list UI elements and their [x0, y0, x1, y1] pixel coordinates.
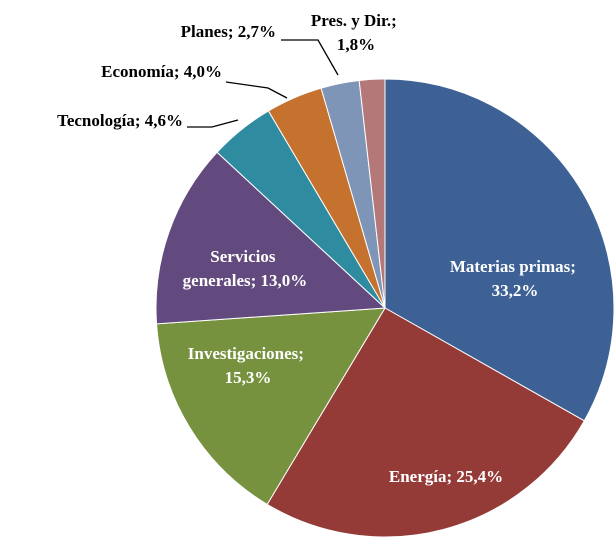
pie-slice	[384, 78, 614, 422]
pie-slice	[358, 78, 386, 309]
leader-line	[225, 81, 288, 99]
data-label: Energía; 25,4%	[389, 467, 503, 486]
data-label: Servicios generales; 13,0%	[183, 247, 308, 290]
leader-line	[187, 119, 239, 128]
data-label: Economía; 4,0%	[101, 62, 222, 81]
pie-slice	[155, 151, 387, 325]
leader-line	[281, 39, 339, 76]
pie-slice	[266, 307, 585, 537]
data-label: Materias primas; 33,2%	[450, 257, 580, 300]
data-label: Planes; 2,7%	[181, 22, 276, 41]
data-label: Tecnología; 4,6%	[57, 111, 183, 130]
data-label: Investigaciones; 15,3%	[188, 344, 308, 387]
data-label: Pres. y Dir.; 1,8%	[311, 11, 401, 54]
pie-slice	[156, 307, 386, 506]
